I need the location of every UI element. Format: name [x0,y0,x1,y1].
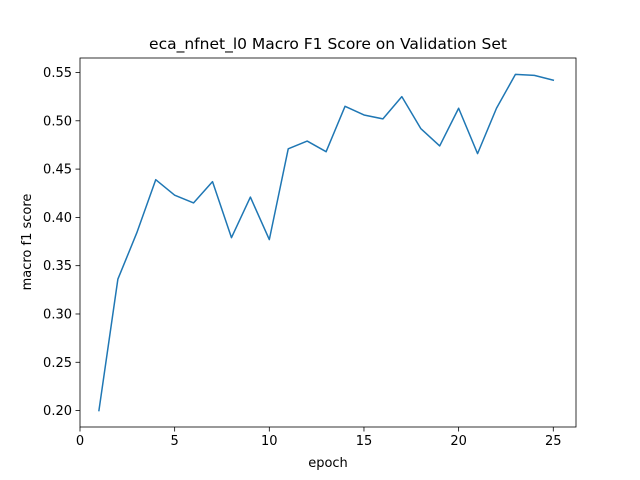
y-tick-label: 0.55 [43,66,72,81]
y-tick-label: 0.45 [43,163,72,178]
chart-title: eca_nfnet_l0 Macro F1 Score on Validatio… [149,35,507,54]
y-tick-label: 0.20 [43,404,72,419]
x-tick-label: 15 [356,434,373,449]
axes-frame [79,57,577,428]
y-tick-label: 0.30 [43,307,72,322]
x-tick-label: 0 [76,434,84,449]
x-tick-label: 20 [450,434,467,449]
y-tick-label: 0.25 [43,356,72,371]
x-axis-label: epoch [308,456,348,471]
y-tick-label: 0.35 [43,259,72,274]
x-tick-label: 5 [171,434,179,449]
x-tick-label: 25 [545,434,562,449]
y-axis-label: macro f1 score [20,194,35,291]
x-tick-label: 10 [261,434,278,449]
plot-area: 0 5 10 15 20 25 0.20 0.25 0.30 0.35 0.40 0.45 0.50 0.… [43,57,577,449]
y-tick-label: 0.40 [43,211,72,226]
y-tick-label: 0.50 [43,114,72,129]
